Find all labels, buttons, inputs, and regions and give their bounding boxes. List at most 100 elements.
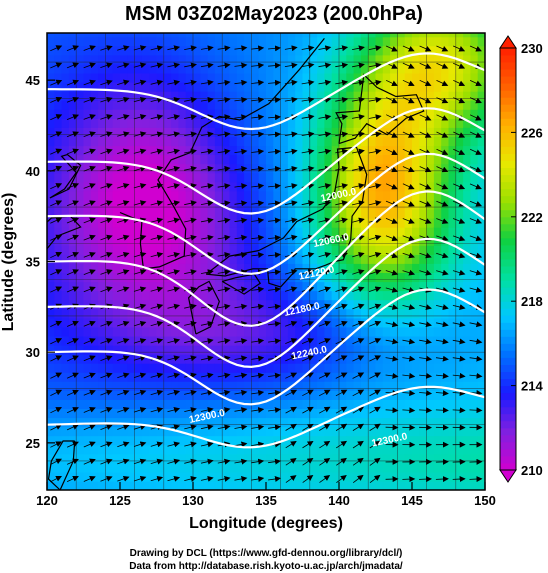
field-cell (236, 245, 245, 255)
field-cell (280, 72, 289, 83)
field-cell (236, 453, 245, 464)
field-cell (193, 363, 201, 373)
field-cell (149, 227, 158, 237)
field-cell (134, 82, 143, 92)
wind-arrow (402, 183, 415, 190)
field-cell (368, 299, 377, 310)
field-cell (463, 344, 471, 355)
field-cell (433, 127, 442, 137)
field-cell (280, 63, 289, 74)
field-cell (193, 145, 201, 156)
field-cell (280, 145, 289, 156)
field-cell (200, 363, 209, 373)
field-cell (397, 136, 406, 147)
field-cell (149, 82, 158, 92)
field-cell (105, 136, 114, 147)
field-cell (105, 290, 114, 301)
field-cell (163, 480, 172, 490)
field-cell (339, 109, 347, 119)
field-cell (193, 272, 201, 283)
field-cell (324, 245, 333, 255)
field-cell (287, 281, 296, 292)
field-cell (353, 72, 362, 83)
field-cell (287, 245, 296, 255)
wind-arrow (352, 96, 365, 103)
field-cell (105, 363, 114, 373)
wind-arrow (419, 97, 432, 104)
field-cell (346, 245, 355, 255)
field-cell (171, 109, 179, 119)
field-cell (324, 100, 333, 110)
field-cell (47, 154, 55, 165)
colorbar-segment (500, 308, 516, 316)
wind-arrow (251, 131, 265, 138)
field-cell (244, 417, 252, 428)
field-cell (397, 399, 406, 409)
field-cell (470, 72, 479, 83)
field-cell (171, 72, 179, 83)
field-cell (76, 326, 85, 337)
field-cell (433, 181, 442, 192)
field-cell (433, 36, 442, 47)
field-cell (412, 118, 420, 128)
field-cell (149, 63, 158, 74)
wind-arrow (66, 165, 80, 172)
wind-arrow (352, 474, 364, 484)
field-cell (90, 480, 99, 490)
field-cell (105, 308, 114, 319)
field-cell (229, 344, 238, 355)
field-cell (112, 326, 121, 337)
wind-arrow (301, 131, 315, 138)
field-cell (54, 145, 63, 156)
field-cell (353, 136, 362, 147)
field-cell (141, 363, 150, 373)
field-cell (426, 227, 435, 237)
field-cell (200, 63, 209, 74)
wind-arrow (100, 183, 113, 189)
wind-arrow (234, 338, 248, 345)
field-cell (324, 408, 333, 419)
field-cell (141, 299, 150, 310)
wind-arrow (268, 97, 281, 103)
wind-arrow (184, 424, 197, 431)
field-cell (426, 72, 435, 83)
field-cell (317, 317, 325, 328)
field-cell (83, 136, 92, 147)
field-cell (309, 254, 318, 264)
field-cell (149, 154, 158, 165)
field-cell (470, 363, 479, 373)
field-cell (302, 326, 311, 337)
field-cell (120, 63, 128, 74)
field-cell (207, 154, 216, 165)
field-cell (412, 199, 420, 210)
field-cell (171, 381, 179, 391)
field-cell (163, 100, 172, 110)
field-cell (83, 272, 92, 283)
wind-arrow (318, 338, 331, 344)
field-cell (127, 136, 136, 147)
field-cell (353, 91, 362, 101)
field-cell (236, 172, 245, 183)
field-cell (141, 54, 150, 65)
field-cell (134, 118, 143, 128)
y-tick-label: 35 (26, 255, 40, 270)
field-cell (433, 471, 442, 482)
wind-arrow (453, 80, 466, 87)
field-cell (236, 381, 245, 391)
wind-arrow (133, 148, 147, 155)
wind-arrow (117, 407, 130, 413)
field-cell (302, 154, 311, 165)
wind-arrow (302, 406, 314, 414)
field-cell (149, 181, 158, 192)
field-cell (463, 281, 471, 292)
wind-arrow (436, 148, 449, 155)
field-cell (229, 45, 238, 56)
colorbar-segment (500, 174, 516, 183)
field-cell (441, 344, 450, 355)
field-cell (178, 263, 187, 273)
field-cell (477, 136, 485, 147)
field-cell (251, 263, 260, 273)
field-cell (54, 91, 63, 101)
field-cell (185, 72, 194, 83)
field-cell (346, 163, 355, 174)
